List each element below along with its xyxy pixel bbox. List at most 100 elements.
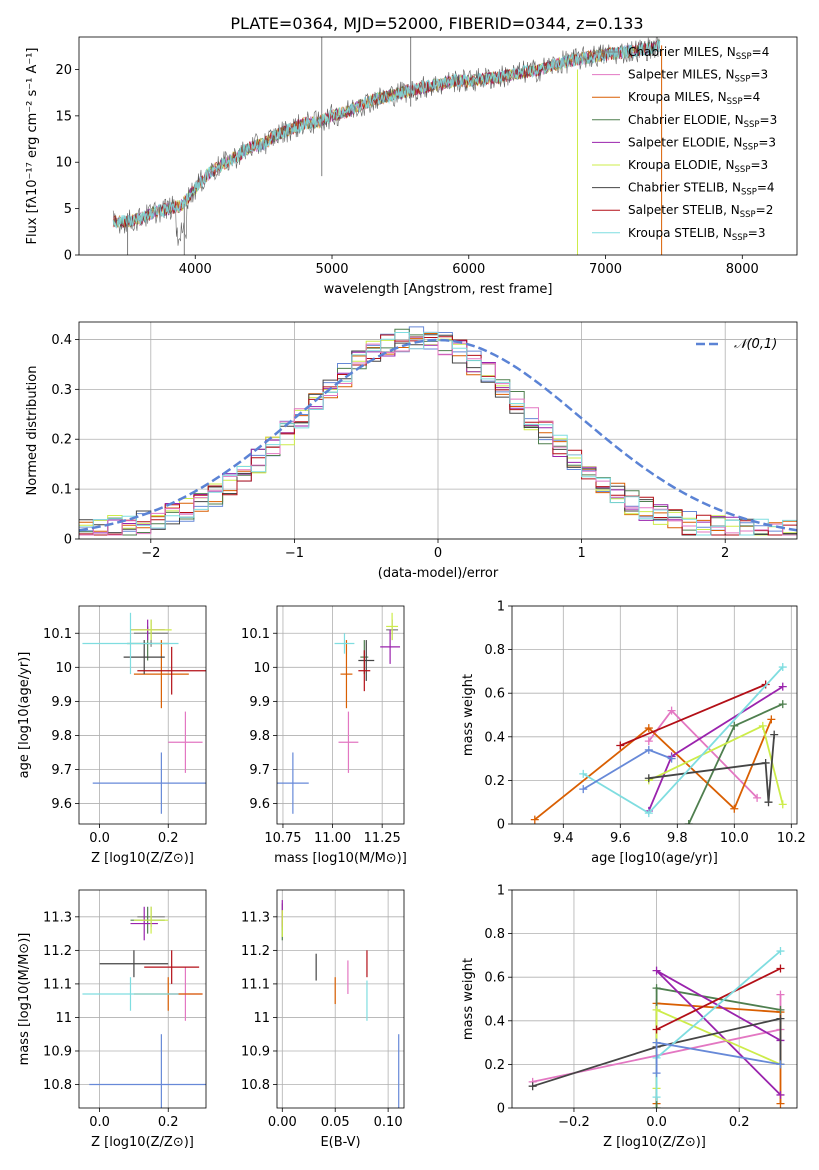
legend-value: =2 bbox=[756, 203, 774, 217]
y-axis-label: mass weight bbox=[461, 674, 476, 756]
y-tick-label: 11.3 bbox=[43, 910, 72, 925]
legend-label: Kroupa MILES, NSSP=4 bbox=[628, 90, 760, 107]
x-tick-label: 9.4 bbox=[553, 831, 574, 846]
legend-value: =3 bbox=[760, 113, 778, 127]
x-tick-label: 0.0 bbox=[646, 1115, 667, 1130]
x-tick-label: 8000 bbox=[726, 262, 759, 277]
legend-label: Kroupa ELODIE, NSSP=3 bbox=[628, 158, 768, 175]
figure-title: PLATE=0364, MJD=52000, FIBERID=0344, z=0… bbox=[230, 14, 643, 33]
y-tick-label: 11.1 bbox=[43, 977, 72, 992]
weight-marker bbox=[778, 800, 787, 809]
weight-marker bbox=[776, 990, 785, 999]
age_vs_mass-frame bbox=[276, 605, 405, 825]
x-tick-label: 0.0 bbox=[89, 1115, 110, 1130]
y-tick-label: 0.4 bbox=[484, 730, 505, 745]
weight-marker bbox=[684, 820, 693, 824]
weight-marker bbox=[579, 785, 588, 794]
weight-marker bbox=[776, 947, 785, 956]
y-tick-label: 9.8 bbox=[249, 729, 270, 744]
weight-marker bbox=[652, 1069, 661, 1078]
y-tick-label: 0.2 bbox=[484, 774, 505, 789]
x-tick-label: 4000 bbox=[179, 262, 212, 277]
legend-label: Salpeter ELODIE, NSSP=3 bbox=[628, 135, 776, 152]
x-axis-label: mass [log10(M/M⊙)] bbox=[274, 851, 407, 866]
mass_vs_Z-plot bbox=[82, 906, 206, 1108]
legend-subscript: SSP bbox=[741, 188, 757, 198]
age_vs_Z-frame bbox=[78, 605, 207, 825]
weight-line bbox=[655, 1041, 781, 1074]
x-axis-label: (data-model)/error bbox=[378, 566, 499, 581]
y-tick-label: 1 bbox=[497, 600, 505, 615]
y-tick-label: 10 bbox=[55, 156, 72, 171]
spectrum-line bbox=[113, 41, 660, 228]
age_vs_Z-axes: 0.0 0.2 9.6 9.7 9.8 9.9 10 10.1 Z [log10(Z/Z⊙)] a… bbox=[17, 606, 206, 866]
weight-marker bbox=[528, 1082, 537, 1091]
x-axis-label: Z [log10(Z/Z⊙)] bbox=[603, 1135, 706, 1150]
weight-line bbox=[532, 1017, 782, 1088]
x-tick-label: 5000 bbox=[315, 262, 348, 277]
histogram-line bbox=[79, 331, 797, 536]
x-tick-label: 9.8 bbox=[667, 831, 688, 846]
weight-line bbox=[619, 683, 766, 747]
weight-marker bbox=[530, 815, 539, 824]
y-axis-label: Flux [fλ10⁻¹⁷ erg cm⁻² s⁻¹ A⁻¹] bbox=[25, 48, 40, 245]
y-tick-label: 9.9 bbox=[51, 695, 72, 710]
age_vs_Z-plot bbox=[82, 612, 206, 814]
legend-value: =3 bbox=[758, 135, 776, 149]
mass_weight_vs_Z-frame bbox=[511, 889, 798, 1109]
x-tick-label: −1 bbox=[285, 546, 304, 561]
legend-label: Salpeter MILES, NSSP=3 bbox=[628, 68, 768, 85]
weight-marker bbox=[652, 1025, 661, 1034]
weight-marker bbox=[652, 1104, 661, 1108]
weight-marker bbox=[758, 721, 767, 730]
weight-marker bbox=[730, 804, 739, 813]
weight-marker bbox=[652, 1093, 661, 1102]
legend-value: =3 bbox=[750, 68, 768, 82]
legend-label: Chabrier STELIB, NSSP=4 bbox=[628, 181, 775, 198]
legend-label: Salpeter STELIB, NSSP=2 bbox=[628, 203, 773, 220]
weight-marker bbox=[644, 745, 653, 754]
mass_weight_vs_age-plot bbox=[530, 663, 787, 824]
spectrum-plot bbox=[112, 37, 663, 255]
mass_vs_ebv-frame bbox=[276, 889, 405, 1109]
y-tick-label: 10.8 bbox=[43, 1078, 72, 1093]
legend-subscript: SSP bbox=[744, 120, 760, 130]
legend-subscript: SSP bbox=[732, 233, 748, 243]
legend-subscript: SSP bbox=[735, 75, 751, 85]
y-axis-label: age [log10(age/yr)] bbox=[17, 652, 32, 779]
x-tick-label: 0.00 bbox=[268, 1115, 297, 1130]
weight-marker bbox=[764, 798, 773, 807]
residuals-axes: −2 −1 0 1 2 0 0.1 0.2 0.3 0.4 (data-model)/error No… bbox=[25, 322, 797, 581]
x-axis-label: age [log10(age/yr)] bbox=[591, 851, 718, 866]
weight-line bbox=[648, 734, 776, 803]
y-tick-label: 10 bbox=[55, 661, 72, 676]
y-tick-label: 9.6 bbox=[249, 797, 270, 812]
spectrum-axes: 4000 5000 6000 7000 8000 0 5 10 15 20 wavelength [… bbox=[25, 48, 759, 298]
weight-marker bbox=[778, 700, 787, 709]
x-tick-label: 6000 bbox=[452, 262, 485, 277]
y-tick-label: 0.3 bbox=[51, 383, 72, 398]
weight-marker bbox=[652, 1038, 661, 1047]
y-tick-label: 9.8 bbox=[51, 729, 72, 744]
x-tick-label: 0.10 bbox=[374, 1115, 403, 1130]
y-axis-label: Normed distribution bbox=[25, 366, 40, 496]
mass_weight_vs_Z-plot bbox=[528, 947, 785, 1108]
y-tick-label: 5 bbox=[64, 202, 72, 217]
y-tick-label: 10 bbox=[253, 661, 270, 676]
y-tick-label: 9.7 bbox=[249, 763, 270, 778]
y-tick-label: 0.6 bbox=[484, 687, 505, 702]
x-axis-label: Z [log10(Z/Z⊙)] bbox=[91, 1135, 194, 1150]
x-tick-label: 10.0 bbox=[720, 831, 749, 846]
weight-marker bbox=[652, 984, 661, 993]
legend-value: =3 bbox=[750, 158, 768, 172]
x-tick-label: 9.6 bbox=[610, 831, 631, 846]
x-tick-label: 0.2 bbox=[158, 1115, 179, 1130]
residuals-frame bbox=[78, 321, 798, 540]
y-tick-label: 20 bbox=[55, 63, 72, 78]
y-tick-label: 10.1 bbox=[43, 627, 72, 642]
y-tick-label: 1 bbox=[497, 884, 505, 899]
x-tick-label: 7000 bbox=[589, 262, 622, 277]
spectrum-legend: Chabrier MILES, NSSP=4 Salpeter MILES, NS… bbox=[592, 45, 777, 243]
y-tick-label: 0.8 bbox=[484, 927, 505, 942]
y-tick-label: 0 bbox=[64, 249, 72, 264]
